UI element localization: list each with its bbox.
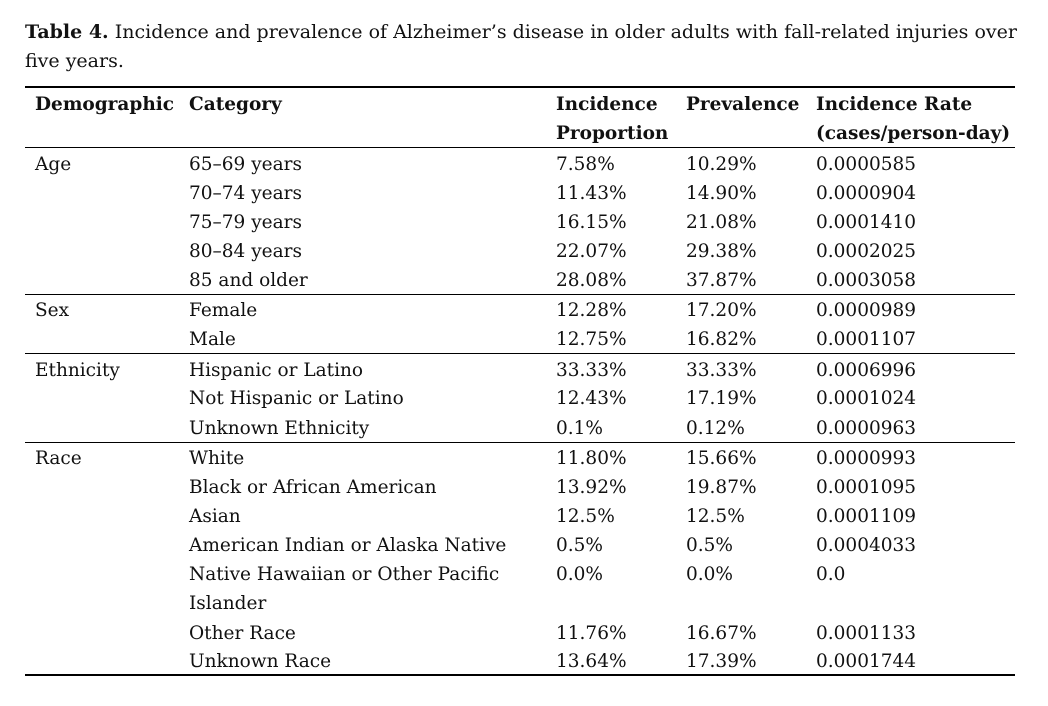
table-cell-rate: 0.0002025 bbox=[816, 241, 917, 262]
table-cell-prevalence: 19.87% bbox=[686, 477, 757, 498]
table-cell-rate: 0.0000585 bbox=[816, 154, 917, 175]
table-cell-incidence: 13.64% bbox=[556, 651, 627, 672]
table-cell-prevalence: 17.19% bbox=[686, 388, 757, 409]
table-cell-category: Unknown Ethnicity bbox=[189, 418, 370, 439]
table-cell-category: Asian bbox=[189, 506, 241, 527]
table-cell-prevalence: 17.39% bbox=[686, 651, 757, 672]
group-label-sex: Sex bbox=[35, 300, 70, 321]
table-caption: Table 4. Incidence and prevalence of Alz… bbox=[25, 18, 1020, 76]
table-cell-category: 80–84 years bbox=[189, 241, 302, 262]
table-cell-rate: 0.0001024 bbox=[816, 388, 917, 409]
header-category: Category bbox=[189, 94, 282, 115]
header-incidence-line2: Proportion bbox=[556, 123, 669, 144]
table-cell-prevalence: 0.5% bbox=[686, 535, 733, 556]
table-caption-text: Incidence and prevalence of Alzheimer’s … bbox=[25, 21, 1017, 72]
table-cell-incidence: 22.07% bbox=[556, 241, 627, 262]
table-cell-category: 75–79 years bbox=[189, 212, 302, 233]
table-cell-rate: 0.0001133 bbox=[816, 623, 917, 644]
table-cell-incidence: 12.75% bbox=[556, 329, 627, 350]
table-cell-prevalence: 29.38% bbox=[686, 241, 757, 262]
table-cell-incidence: 7.58% bbox=[556, 154, 615, 175]
group-label-age: Age bbox=[35, 154, 72, 175]
table-cell-prevalence: 15.66% bbox=[686, 448, 757, 469]
table-cell-rate: 0.0000989 bbox=[816, 300, 917, 321]
group-label-race: Race bbox=[35, 448, 82, 469]
header-rate-line1: Incidence Rate bbox=[816, 94, 973, 115]
table-cell-category-continued: Islander bbox=[189, 593, 267, 614]
table-cell-incidence: 0.1% bbox=[556, 418, 603, 439]
top-rule bbox=[25, 86, 1015, 88]
table-cell-incidence: 13.92% bbox=[556, 477, 627, 498]
table-cell-incidence: 11.80% bbox=[556, 448, 627, 469]
table-cell-category: 85 and older bbox=[189, 270, 308, 291]
table-cell-incidence: 11.76% bbox=[556, 623, 627, 644]
table-label: Table 4. bbox=[25, 21, 109, 43]
header-incidence-line1: Incidence bbox=[556, 94, 658, 115]
group-label-ethnicity: Ethnicity bbox=[35, 360, 120, 381]
table-cell-category: American Indian or Alaska Native bbox=[189, 535, 507, 556]
table-cell-rate: 0.0001744 bbox=[816, 651, 917, 672]
header-rule bbox=[25, 147, 1015, 148]
table-cell-rate: 0.0 bbox=[816, 564, 846, 585]
table-cell-prevalence: 17.20% bbox=[686, 300, 757, 321]
age-sex-divider bbox=[25, 294, 1015, 295]
table-cell-rate: 0.0000963 bbox=[816, 418, 917, 439]
table-cell-incidence: 16.15% bbox=[556, 212, 627, 233]
table-cell-prevalence: 16.82% bbox=[686, 329, 757, 350]
table-cell-prevalence: 0.12% bbox=[686, 418, 745, 439]
table-cell-category: 70–74 years bbox=[189, 183, 302, 204]
table-cell-rate: 0.0001109 bbox=[816, 506, 917, 527]
table-cell-category: Native Hawaiian or Other Pacific bbox=[189, 564, 500, 585]
sex-ethnicity-divider bbox=[25, 353, 1015, 354]
table-cell-category: Not Hispanic or Latino bbox=[189, 388, 404, 409]
header-rate-line2: (cases/person-day) bbox=[816, 123, 1011, 144]
table-cell-incidence: 28.08% bbox=[556, 270, 627, 291]
table-cell-prevalence: 12.5% bbox=[686, 506, 745, 527]
table-cell-prevalence: 33.33% bbox=[686, 360, 757, 381]
table-cell-rate: 0.0004033 bbox=[816, 535, 917, 556]
table-cell-category: Male bbox=[189, 329, 236, 350]
table-cell-incidence: 12.5% bbox=[556, 506, 615, 527]
table-cell-incidence: 12.28% bbox=[556, 300, 627, 321]
table-cell-incidence: 0.0% bbox=[556, 564, 603, 585]
table-cell-category: Black or African American bbox=[189, 477, 437, 498]
header-demographic: Demographic bbox=[35, 94, 175, 115]
table-cell-category: Female bbox=[189, 300, 258, 321]
table-cell-category: Other Race bbox=[189, 623, 296, 644]
table-cell-rate: 0.0001410 bbox=[816, 212, 917, 233]
table-cell-incidence: 11.43% bbox=[556, 183, 627, 204]
table-cell-category: White bbox=[189, 448, 245, 469]
table-cell-category: Hispanic or Latino bbox=[189, 360, 364, 381]
table-cell-rate: 0.0001095 bbox=[816, 477, 917, 498]
table-cell-prevalence: 0.0% bbox=[686, 564, 733, 585]
table-cell-category: Unknown Race bbox=[189, 651, 332, 672]
table-cell-prevalence: 37.87% bbox=[686, 270, 757, 291]
table-cell-prevalence: 10.29% bbox=[686, 154, 757, 175]
table-cell-incidence: 12.43% bbox=[556, 388, 627, 409]
table-cell-rate: 0.0001107 bbox=[816, 329, 917, 350]
table-cell-rate: 0.0006996 bbox=[816, 360, 917, 381]
table-cell-prevalence: 14.90% bbox=[686, 183, 757, 204]
table-cell-incidence: 0.5% bbox=[556, 535, 603, 556]
table-cell-rate: 0.0003058 bbox=[816, 270, 917, 291]
table-cell-rate: 0.0000904 bbox=[816, 183, 917, 204]
table-cell-prevalence: 21.08% bbox=[686, 212, 757, 233]
table-cell-rate: 0.0000993 bbox=[816, 448, 917, 469]
ethnicity-race-divider bbox=[25, 442, 1015, 443]
table-cell-category: 65–69 years bbox=[189, 154, 302, 175]
table-cell-prevalence: 16.67% bbox=[686, 623, 757, 644]
table-cell-incidence: 33.33% bbox=[556, 360, 627, 381]
bottom-rule bbox=[25, 674, 1015, 676]
header-prevalence: Prevalence bbox=[686, 94, 800, 115]
